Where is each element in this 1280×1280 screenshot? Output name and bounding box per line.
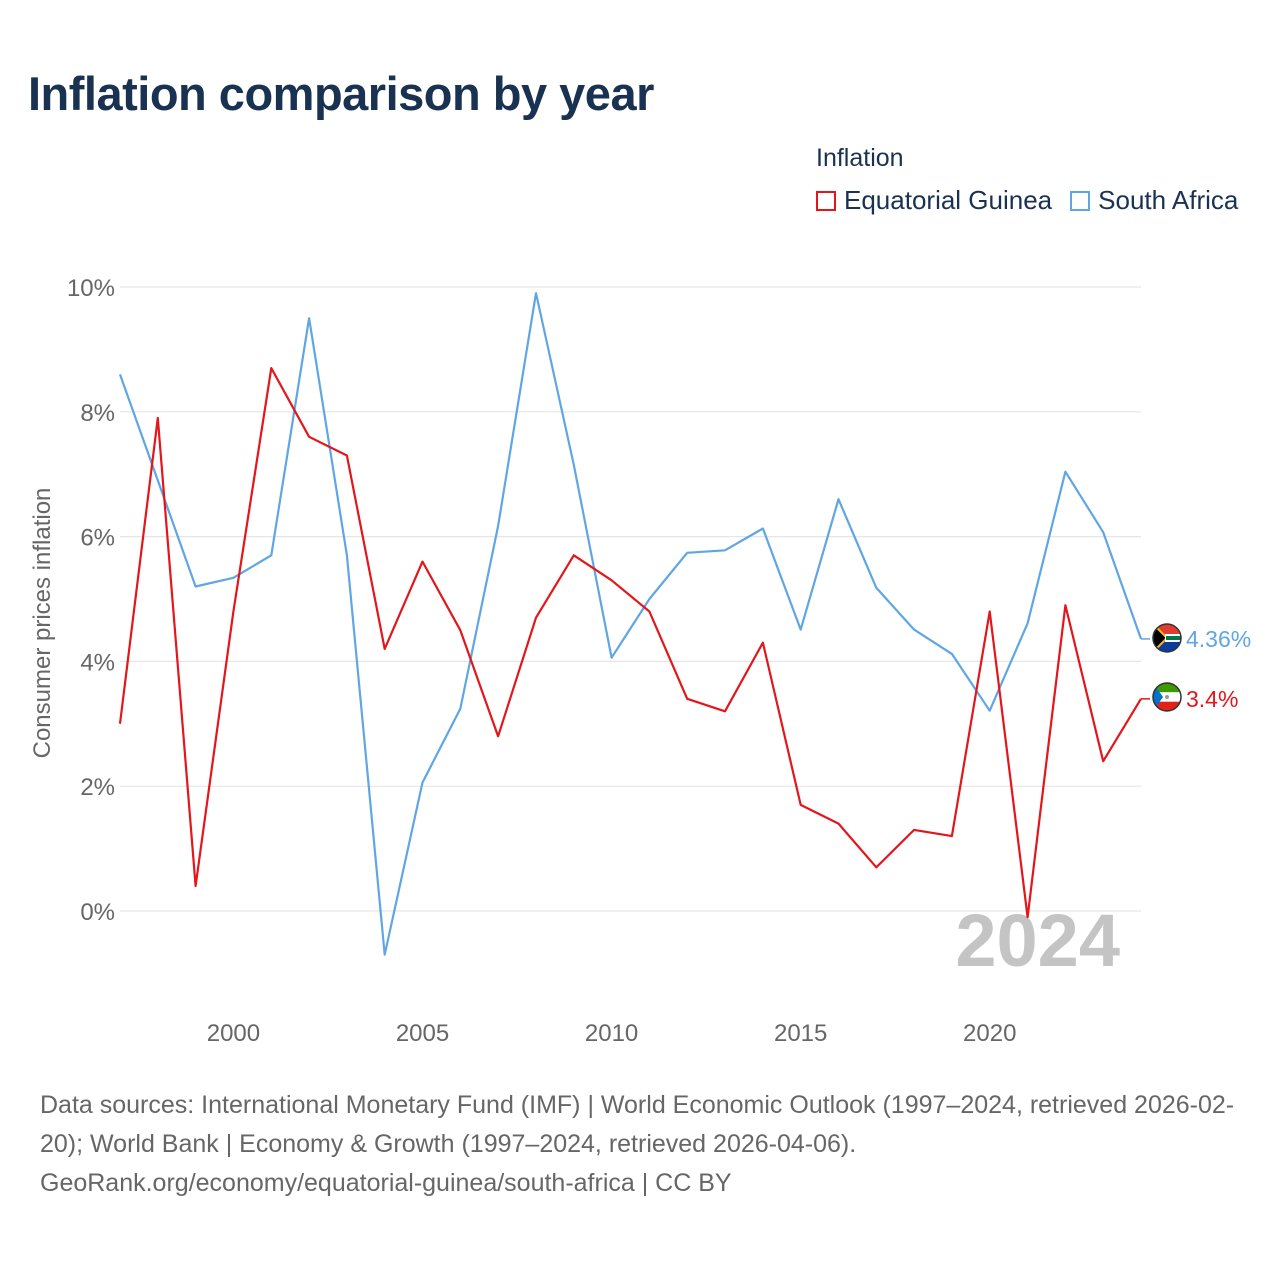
x-tick-label: 2015 [774,1020,827,1047]
data-sources-text: Data sources: International Monetary Fun… [40,1091,1235,1158]
legend-label-south-africa: South Africa [1098,185,1239,215]
x-tick-label: 2010 [585,1020,638,1047]
end-label-south-africa: 4.36% [1186,626,1251,652]
x-tick-label: 2000 [207,1020,260,1047]
y-tick-label: 8% [80,400,115,427]
legend-item-south-africa[interactable]: South Africa [1070,185,1238,216]
series-line-south-africa [118,292,1143,956]
legend-label-equatorial-guinea: Equatorial Guinea [844,185,1053,215]
series-line-equatorial-guinea [118,367,1142,919]
y-tick-label: 2% [80,774,115,801]
end-label-equatorial-guinea: 3.4% [1186,686,1238,712]
year-watermark: 2024 [955,899,1120,982]
x-tick-label: 2020 [963,1020,1016,1047]
data-sources: Data sources: International Monetary Fun… [40,1086,1250,1203]
equatorial-guinea-flag-icon [1152,682,1182,712]
legend-item-equatorial-guinea[interactable]: Equatorial Guinea [816,185,1052,216]
legend-swatch-south-africa [1070,190,1091,211]
legend-title: Inflation [816,144,904,172]
chart-title: Inflation comparison by year [28,67,654,120]
south-africa-flag-icon [1152,623,1182,653]
y-tick-label: 4% [80,649,115,676]
x-tick-label: 2005 [396,1020,449,1047]
y-tick-label: 10% [67,275,115,302]
legend-swatch-equatorial-guinea [816,190,836,211]
y-tick-label: 6% [80,525,115,552]
y-tick-label: 0% [80,899,115,926]
legend: Inflation Equatorial Guinea South Africa [816,144,1238,216]
data-sources-link[interactable]: GeoRank.org/economy/equatorial-guinea/so… [40,1169,732,1197]
y-axis-label: Consumer prices inflation [29,488,56,759]
